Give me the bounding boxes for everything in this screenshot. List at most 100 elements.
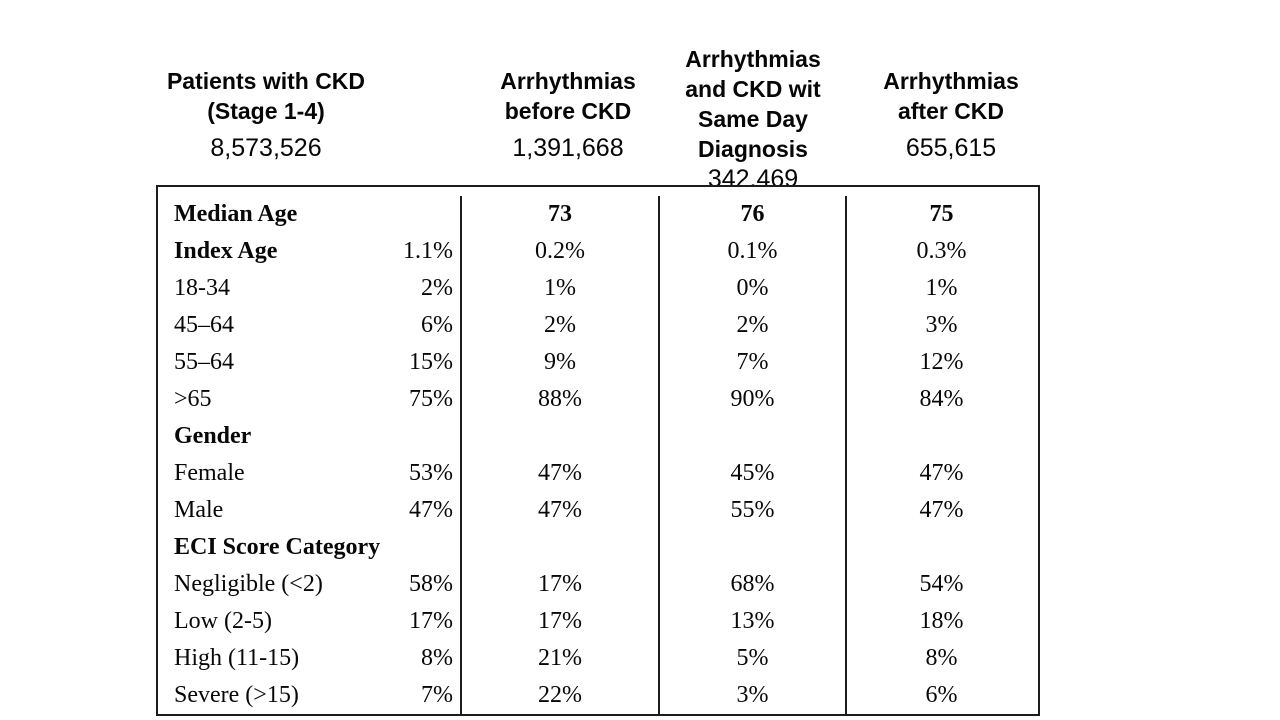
cell-value: 0% [660,270,847,307]
cell-value: 7% [660,344,847,381]
cell-value: 47% [919,497,964,523]
cell-value: 55% [660,492,847,529]
cell-value: 88% [462,381,660,418]
cell-value [462,529,660,566]
table-row: 45–64 6% 2% 2% 3% [158,307,1038,344]
cell-value: 90% [660,381,847,418]
cell-value: 76 [660,196,847,233]
cell-value: 3% [925,312,958,338]
cell-value: 68% [660,566,847,603]
row-label: ECI Score Category [174,534,381,560]
row-label: 45–64 [174,312,234,338]
cell-value: 75 [929,201,954,227]
table-row: Low (2-5) 17% 17% 13% 18% [158,603,1038,640]
cell-value: 17% [462,566,660,603]
row-label: >65 [174,386,212,412]
table-row: 55–64 15% 9% 7% 12% [158,344,1038,381]
cell-value: 22% [462,677,660,714]
column-title: Arrhythmias before CKD [500,68,636,124]
cell-value: 9% [462,344,660,381]
row-label-cell: Low (2-5) 17% [158,603,462,640]
cell-value: 0.2% [462,233,660,270]
column-title: Patients with CKD (Stage 1-4) [166,68,366,124]
cell-value: 2% [421,275,453,301]
cell-value [847,418,1036,455]
column-count: 655,615 [905,134,997,162]
cell-value: 47% [462,455,660,492]
row-label-cell: Male 47% [158,492,462,529]
cell-value: 17% [462,603,660,640]
table-row: Severe (>15) 7% 22% 3% 6% [158,677,1038,714]
cell-value: 2% [462,307,660,344]
table-row: Median Age 73 76 75 [158,196,1038,233]
row-label: Negligible (<2) [174,571,323,597]
table-row: Male 47% 47% 55% 47% [158,492,1038,529]
table-row: Negligible (<2) 58% 17% 68% 54% [158,566,1038,603]
cell-value: 8% [925,645,958,671]
cell-value: 15% [409,349,453,375]
row-label: Male [174,497,224,523]
cell-value: 13% [660,603,847,640]
column-title: Arrhythmias and CKD wit Same Day Diagnos… [685,46,821,162]
cell-value: 3% [660,677,847,714]
row-label-cell: >65 75% [158,381,462,418]
demographics-table: Median Age 73 76 75 Index Age 1.1% 0.2% 0.1% 0.3… [156,185,1040,716]
row-label-cell: High (11-15) 8% [158,640,462,677]
table-row: Gender [158,418,1038,455]
column-title: Arrhythmias after CKD [883,68,1019,124]
cell-value: 1% [925,275,958,301]
cell-value: 18% [919,608,964,634]
row-label-cell: Gender [158,418,462,455]
cell-value: 21% [462,640,660,677]
row-label: Median Age [174,201,298,227]
row-label-cell: Negligible (<2) 58% [158,566,462,603]
row-label-cell: 18-34 2% [158,270,462,307]
cell-value: 6% [925,682,958,708]
table-row: Female 53% 47% 45% 47% [158,455,1038,492]
cell-value: 75% [409,386,453,412]
row-label: Severe (>15) [174,682,299,708]
cell-value: 58% [409,571,453,597]
row-label: Gender [174,423,252,449]
row-label-cell: Female 53% [158,455,462,492]
table-row: Index Age 1.1% 0.2% 0.1% 0.3% [158,233,1038,270]
cell-value [847,529,1036,566]
row-label: 18-34 [174,275,230,301]
cell-value [462,418,660,455]
cell-value: 53% [409,460,453,486]
cell-value: 6% [421,312,453,338]
column-header-arrhythmias-and-ckd-same-day: Arrhythmias and CKD wit Same Day Diagnos… [633,44,873,192]
table-row: ECI Score Category [158,529,1038,566]
row-label: High (11-15) [174,645,300,671]
cell-value: 47% [919,460,964,486]
column-header-patients-with-ckd: Patients with CKD (Stage 1-4) 8,573,526 [126,66,406,161]
row-label-cell: Median Age [158,196,462,233]
row-label-cell: ECI Score Category [158,529,462,566]
cell-value: 12% [919,349,964,375]
column-header-arrhythmias-before-ckd: Arrhythmias before CKD 1,391,668 [438,66,698,161]
column-count: 1,391,668 [512,134,624,162]
cell-value: 17% [409,608,453,634]
cell-value: 73 [462,196,660,233]
cell-value: 7% [421,682,453,708]
cell-value [660,529,847,566]
cell-value: 84% [919,386,964,412]
row-label-cell: Severe (>15) 7% [158,677,462,714]
row-label: Index Age [174,238,278,264]
table-row: 18-34 2% 1% 0% 1% [158,270,1038,307]
cell-value: 1.1% [403,238,453,264]
cell-value: 8% [421,645,453,671]
cell-value: 0.1% [660,233,847,270]
column-header-arrhythmias-after-ckd: Arrhythmias after CKD 655,615 [831,66,1071,161]
cell-value [660,418,847,455]
cell-value: 47% [409,497,453,523]
cell-value: 54% [919,571,964,597]
row-label-cell: 55–64 15% [158,344,462,381]
cell-value: 0.3% [916,238,967,264]
column-count: 8,573,526 [210,134,322,162]
cell-value: 47% [462,492,660,529]
table-row: >65 75% 88% 90% 84% [158,381,1038,418]
cell-value: 5% [660,640,847,677]
cell-value: 45% [660,455,847,492]
